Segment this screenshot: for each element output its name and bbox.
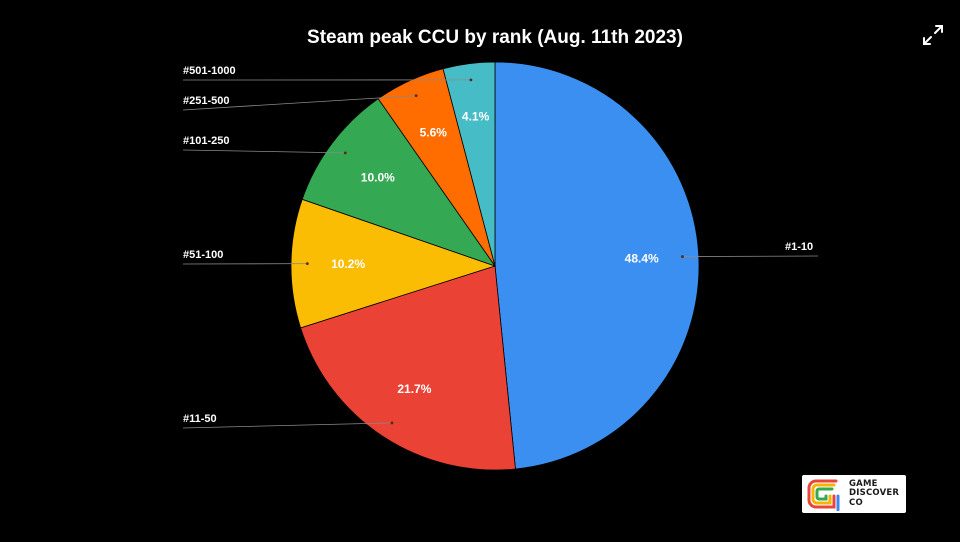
slice-category-label: #1-10 [785,241,813,253]
leader-dot [390,421,394,425]
slice-category-label: #251-500 [183,95,230,107]
logo-line-3: CO [849,497,863,508]
slice-percent-label: 10.2% [331,257,365,271]
chart-title: Steam peak CCU by rank (Aug. 11th 2023) [307,27,683,48]
leader-line [682,255,819,257]
slice-category-label: #101-250 [183,135,230,147]
slice-percent-label: 21.7% [397,382,431,396]
slice-category-label: #11-50 [183,413,217,425]
slice-category-label: #501-1000 [183,65,236,77]
leader-line [182,149,346,154]
leader-dot [343,151,347,155]
pie-slice-rank-1-10 [494,61,700,470]
leader-dot [305,262,309,266]
logo-line-2: DISCOVER [849,488,900,499]
logo-mark-icon [807,479,840,511]
leader-dot [414,94,418,98]
leader-dot [681,255,684,258]
game-discover-co-logo: GAME DISCOVER CO [802,475,906,513]
slice-percent-label: 5.6% [420,126,448,140]
expand-icon[interactable] [920,22,946,48]
leader-line [182,422,392,429]
logo-text: GAME DISCOVER CO [849,478,900,509]
logo-line-1: GAME [849,478,878,489]
pie-slice-rank-501-1000 [442,61,496,267]
pie-slice-rank-101-250 [301,98,497,267]
leader-line [182,95,417,111]
slice-category-label: #51-100 [183,249,223,261]
slice-percent-label: 4.1% [462,109,490,123]
slice-percent-label: 10.0% [361,170,395,184]
pie-slice-rank-11-50 [300,265,516,471]
slice-percent-label: 48.4% [625,252,659,266]
leader-dot [469,78,473,82]
